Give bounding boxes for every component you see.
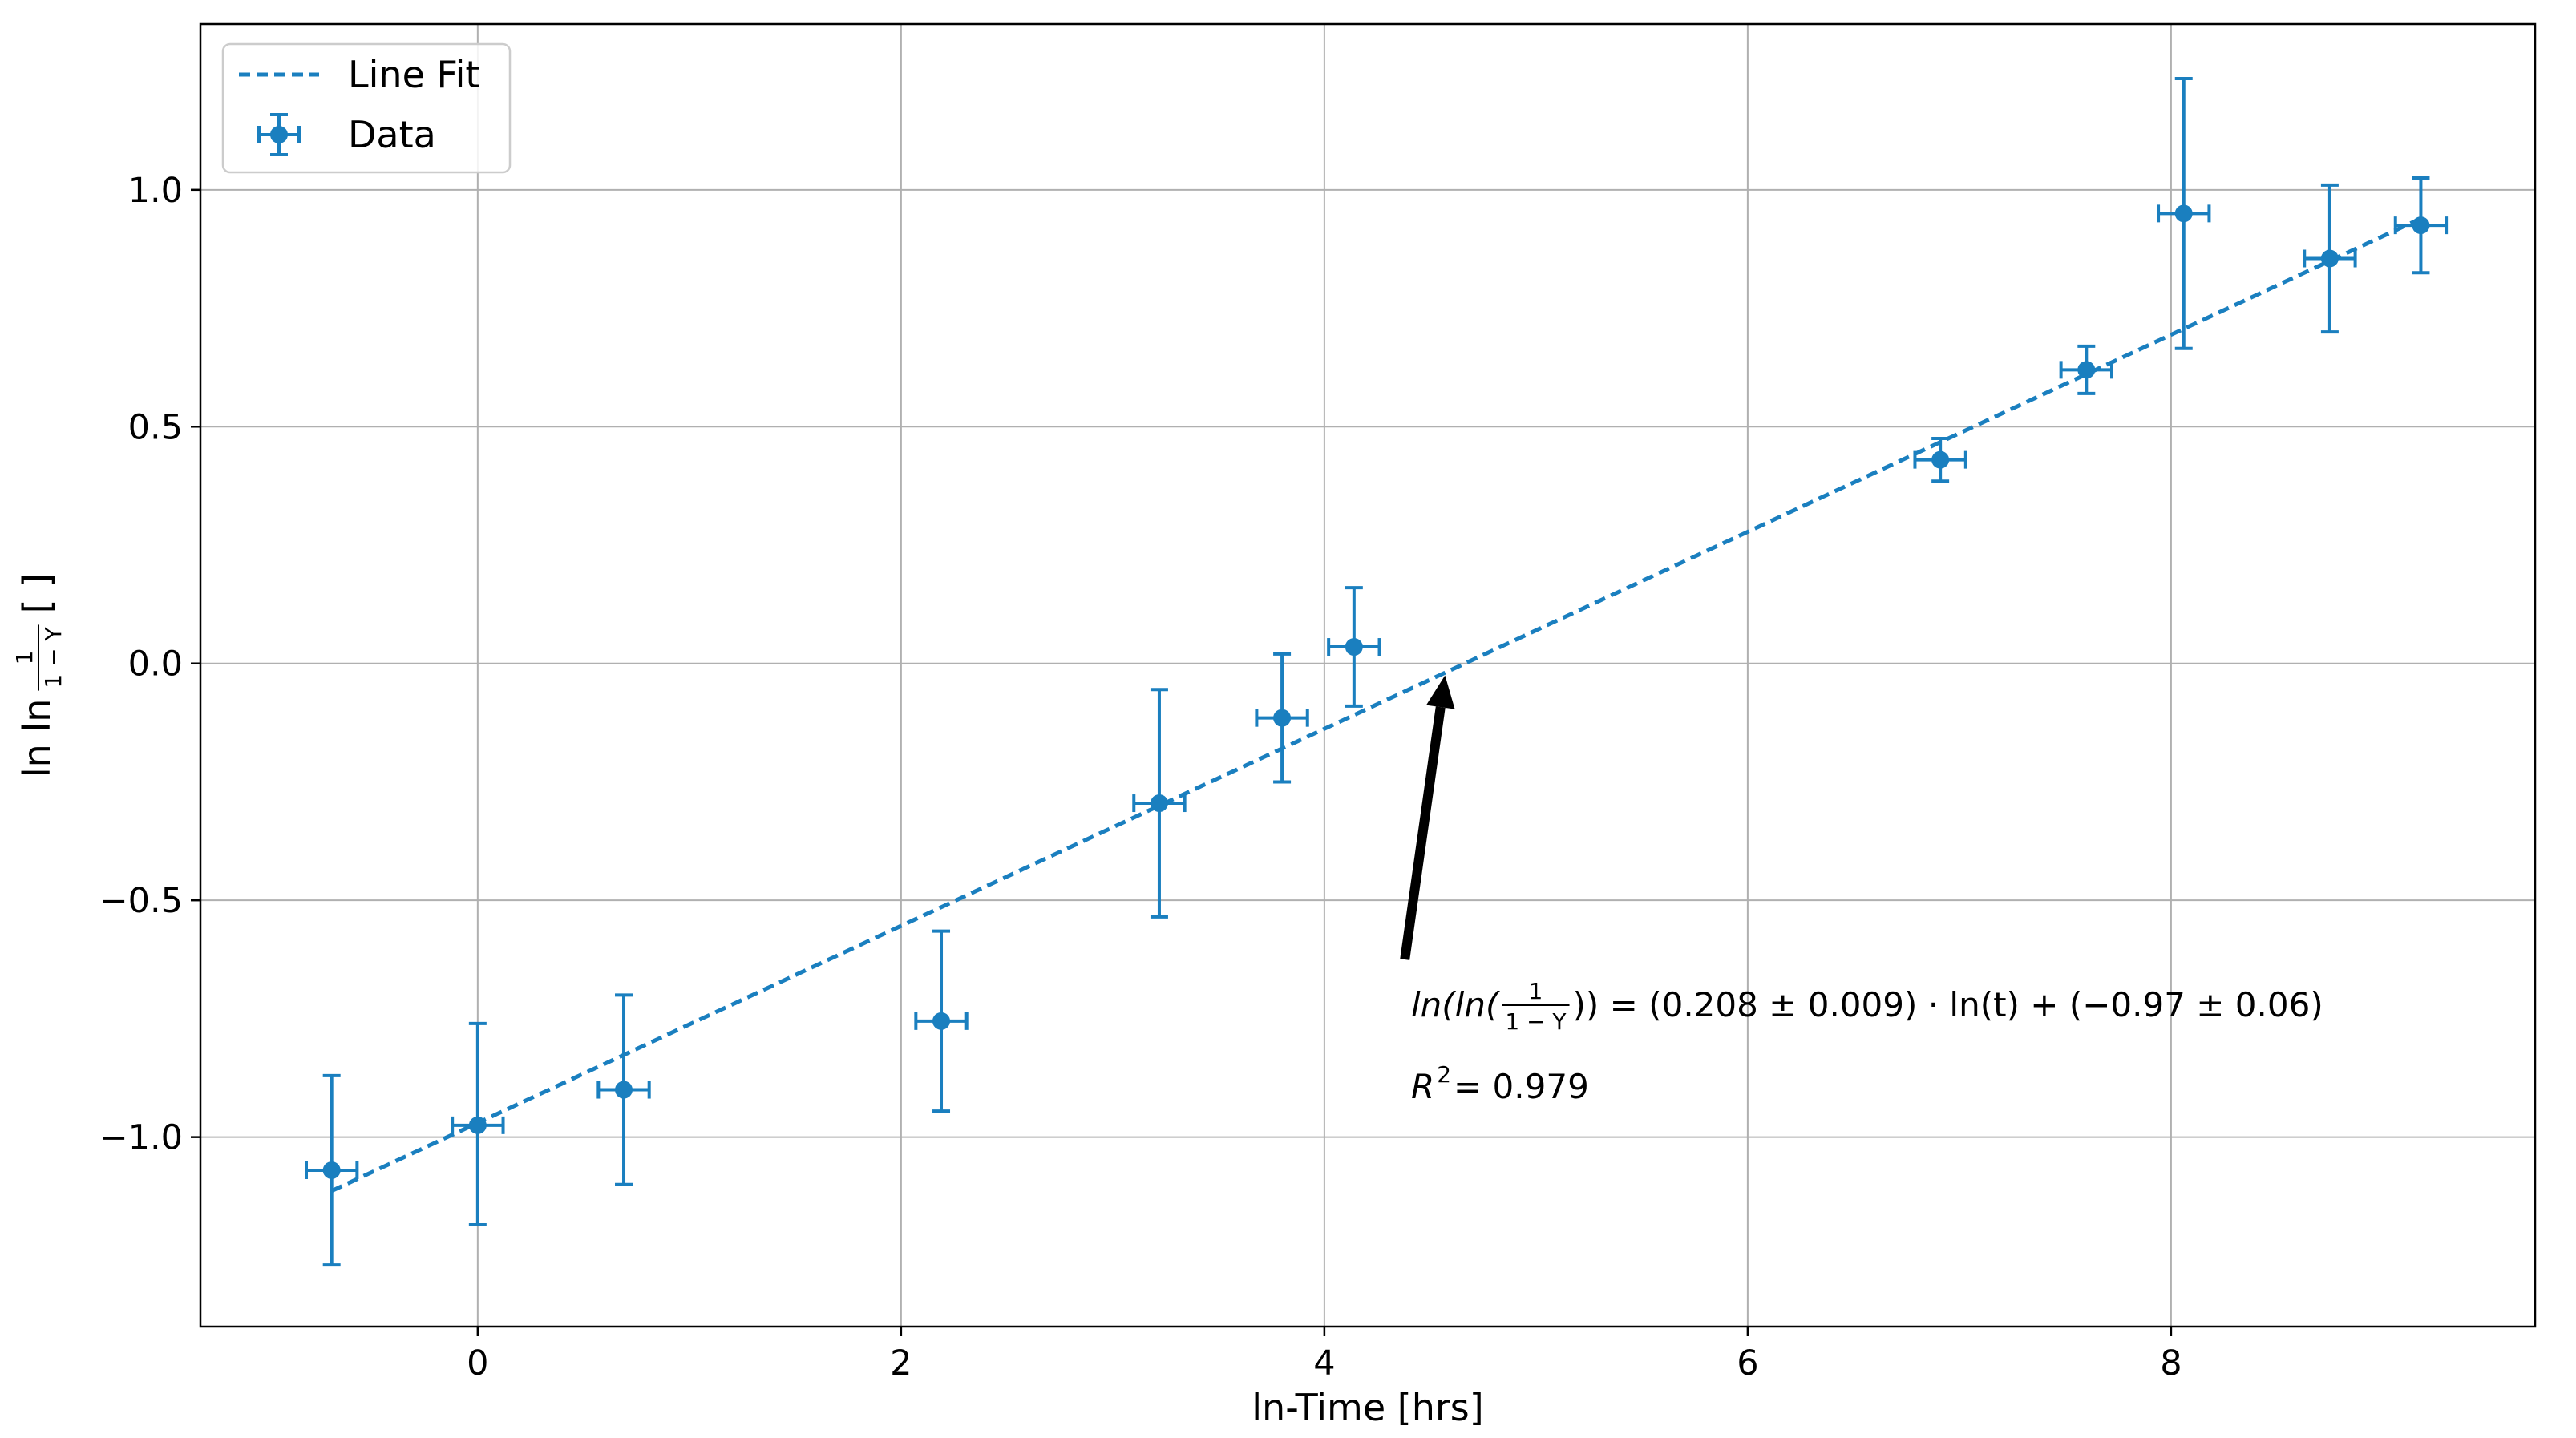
y-axis-label-fraction-denominator: 1 − Y	[40, 627, 67, 689]
x-tick-label: 0	[467, 1343, 488, 1383]
annotation-arrow-head	[1425, 675, 1455, 709]
legend-data-swatch	[257, 113, 301, 156]
data-point	[2059, 344, 2113, 395]
data-marker	[1273, 709, 1292, 727]
data-point	[2157, 76, 2211, 350]
data-point	[1913, 437, 1967, 483]
y-axis-label: ln ln 1 1 − Y [ ]	[11, 573, 67, 778]
x-tick-label: 8	[2160, 1343, 2182, 1383]
data-point	[2303, 183, 2357, 334]
y-axis-label-unit: [ ]	[15, 573, 59, 614]
data-marker	[1345, 638, 1363, 656]
y-tick-label: −0.5	[99, 881, 183, 921]
equation-suffix: )) = (0.208 ± 0.009) · ln(t) + (−0.97 ± …	[1573, 985, 2323, 1024]
annotation-arrow-group	[1400, 675, 1455, 960]
y-tick-label: −1.0	[99, 1118, 183, 1158]
r-squared-value: = 0.979	[1454, 1067, 1589, 1106]
y-tick-label: 0.0	[128, 644, 183, 685]
data-marker	[2320, 249, 2339, 268]
data-point	[596, 993, 651, 1186]
fit-line-group	[330, 216, 2422, 1193]
x-tick-label: 2	[890, 1343, 912, 1383]
equation-prefix: ln(ln(	[1411, 985, 1500, 1024]
data-marker	[615, 1081, 633, 1099]
r-squared-prefix: R	[1411, 1067, 1434, 1106]
data-marker	[932, 1012, 951, 1030]
data-marker	[468, 1116, 487, 1134]
y-ticks: −1.0 −0.5 0.0 0.5 1.0	[99, 171, 200, 1158]
data-point	[1132, 688, 1187, 919]
y-tick-label: 0.5	[128, 407, 183, 447]
equation-fraction-denominator: 1 − Y	[1505, 1008, 1567, 1035]
x-ticks: 0 2 4 6 8	[467, 1327, 2182, 1383]
data-point	[451, 1021, 505, 1226]
x-tick-label: 4	[1313, 1343, 1335, 1383]
data-marker	[1931, 450, 1950, 469]
x-tick-label: 6	[1737, 1343, 1758, 1383]
x-axis-label: ln-Time [hrs]	[1252, 1386, 1483, 1429]
data-marker	[2077, 361, 2096, 379]
legend-line-fit-label: Line Fit	[348, 53, 479, 96]
annotation-arrow-shaft	[1400, 706, 1446, 960]
fit-equation-annotation: ln(ln( 1 1 − Y )) = (0.208 ± 0.009) · ln…	[1411, 978, 2323, 1106]
equation-fraction-numerator: 1	[1529, 978, 1543, 1004]
data-point	[2393, 176, 2449, 275]
data-marker	[2174, 204, 2193, 223]
data-marker	[2412, 216, 2430, 235]
data-marker	[322, 1161, 341, 1179]
y-axis-label-fraction-numerator: 1	[11, 651, 38, 665]
legend: Line Fit Data	[221, 42, 512, 174]
data-point	[1255, 652, 1309, 784]
data-point	[1327, 586, 1381, 708]
fit-line	[330, 216, 2422, 1193]
data-points-group	[305, 76, 2449, 1267]
data-point	[914, 929, 969, 1113]
legend-data-label: Data	[348, 113, 436, 156]
y-axis-label-prefix: ln ln	[15, 699, 59, 778]
grid-lines	[200, 24, 2535, 1327]
data-marker	[1150, 794, 1168, 813]
plot-frame	[199, 22, 2537, 1328]
y-tick-label: 1.0	[128, 171, 183, 211]
data-point	[305, 1073, 359, 1267]
r-squared-superscript: 2	[1437, 1061, 1451, 1088]
